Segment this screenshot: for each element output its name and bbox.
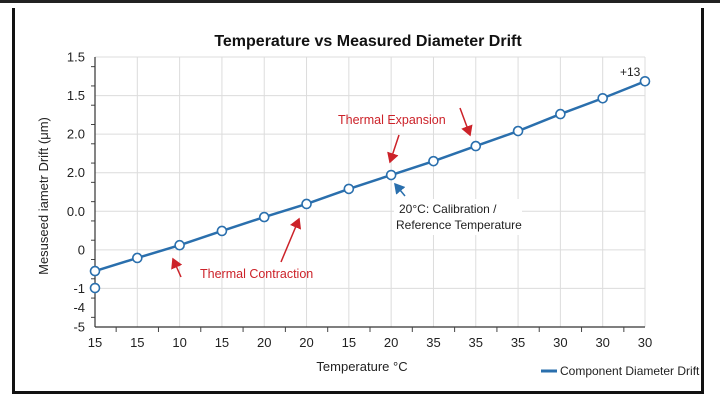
data-point <box>597 92 608 104</box>
x-tick-label: 30 <box>553 335 567 350</box>
calibration-arrow <box>394 182 406 197</box>
y-tick-label: 2.0 <box>67 127 85 142</box>
axes: 1.51.52.02.00.00-1-4-515 15 10 15 20 20 15 20 35… <box>67 50 652 351</box>
data-point <box>174 239 185 251</box>
chart-title: Temperature vs Measured Diameter Drift <box>214 33 522 50</box>
calibration-label-line1: 20°C: Calibration / <box>399 202 497 216</box>
y-tick-label: -4 <box>73 300 85 315</box>
x-tick-label: 35 <box>469 335 483 350</box>
y-tick-label: -5 <box>73 320 85 335</box>
chart-frame <box>12 8 704 394</box>
top-border <box>0 0 720 3</box>
y-tick-label: 0 <box>78 242 85 257</box>
x-tick-label: 15 <box>88 335 102 350</box>
end-label: +13 <box>620 65 641 79</box>
x-tick-label: 15 <box>215 335 229 350</box>
x-tick-label: 35 <box>511 335 525 350</box>
y-tick-label: 1.5 <box>67 88 85 103</box>
y-axis-label: Mesuseed iametr Drift (μm) <box>36 117 51 275</box>
thermal-contraction-label: Thermal Contraction <box>200 267 313 281</box>
data-point <box>89 265 101 277</box>
x-tick-label: 15 <box>342 335 356 350</box>
data-point <box>385 169 397 181</box>
grid <box>94 56 646 328</box>
y-tick-label: 2.0 <box>67 165 85 180</box>
x-tick-label: 15 <box>130 335 144 350</box>
calibration-label-line2: Reference Temperature <box>396 218 522 232</box>
x-tick-label: 20 <box>384 335 398 350</box>
data-point <box>639 76 651 87</box>
series-line <box>94 80 646 273</box>
data-point <box>258 211 270 223</box>
data-point <box>470 140 482 152</box>
y-tick-label: 1.5 <box>67 50 85 65</box>
data-point <box>301 198 312 210</box>
x-tick-label: 30 <box>595 335 609 350</box>
x-axis-label: Temperature °C <box>316 359 407 374</box>
x-tick-label: 20 <box>257 335 271 350</box>
thermal-expansion-label: Thermal Expansion <box>338 113 446 127</box>
data-point <box>343 183 355 195</box>
legend: Component Diameter Drift <box>541 364 700 378</box>
calibration-label-bg <box>394 199 522 235</box>
x-tick-label: 30 <box>638 335 652 350</box>
contraction-arrow-1 <box>280 217 302 263</box>
expansion-arrow-1 <box>387 134 400 164</box>
series <box>89 76 651 294</box>
data-point <box>132 252 143 264</box>
data-point <box>216 225 228 237</box>
data-point <box>555 108 566 120</box>
data-point <box>428 155 439 167</box>
x-tick-label: 10 <box>172 335 186 350</box>
y-tick-label: -1 <box>73 281 85 296</box>
x-tick-label: 35 <box>426 335 440 350</box>
x-tick-label: 20 <box>299 335 313 350</box>
data-point-extra <box>89 282 101 294</box>
y-tick-label: 0.0 <box>67 204 85 219</box>
data-point <box>512 125 524 137</box>
contraction-arrow-2 <box>171 257 183 278</box>
expansion-arrow-2 <box>459 107 473 137</box>
legend-label: Component Diameter Drift <box>560 364 700 378</box>
